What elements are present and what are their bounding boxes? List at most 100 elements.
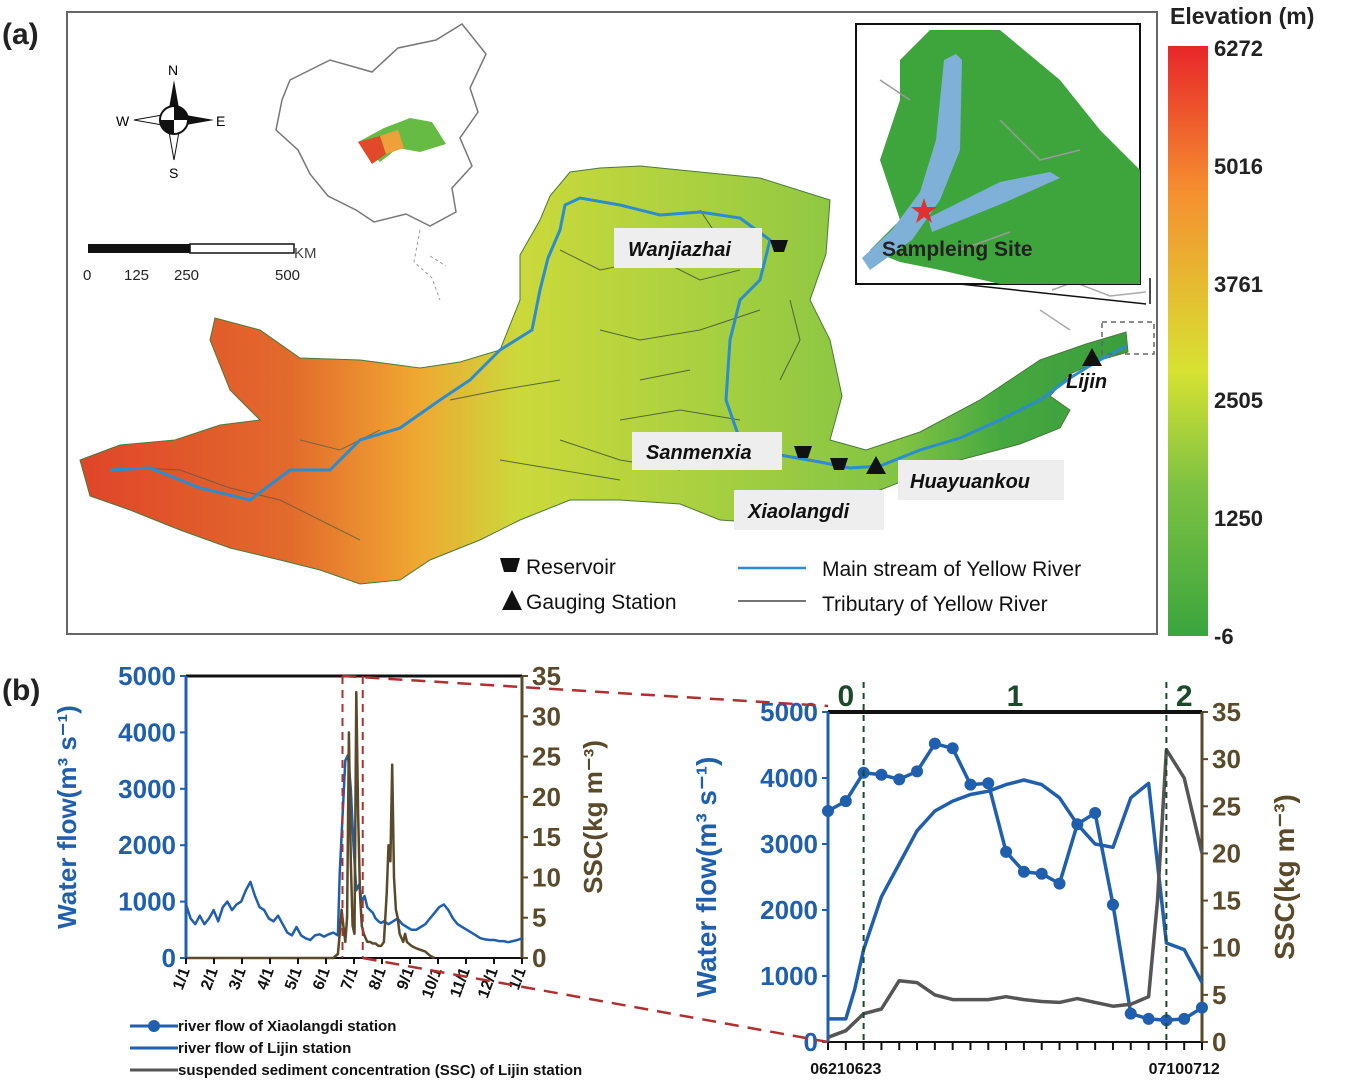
scale-tick-125: 125: [124, 267, 149, 284]
legend-xiaolangdi: river flow of Xiaolangdi station: [178, 1018, 396, 1035]
zoom-series-0-point: [1106, 898, 1119, 911]
panel-a-label: (a): [2, 18, 39, 51]
annual-x-tick-label: 1/1: [170, 965, 194, 992]
gauging-huayuankou-icon: [866, 456, 886, 474]
inset-label: Sampleing Site: [882, 238, 1033, 261]
annual-x-tick-label: 9/1: [394, 965, 418, 992]
annual-y2-tick-label: 35: [532, 661, 561, 691]
zoom-series-0-point: [964, 778, 977, 791]
zoom-y2-tick-label: 0: [1212, 1027, 1226, 1057]
zoom-y-tick-label: 1000: [760, 961, 818, 991]
annual-y2-tick-label: 30: [532, 701, 561, 731]
annual-y2-tick-label: 20: [532, 782, 561, 812]
gauging-lijin-icon: [1082, 348, 1102, 366]
legend-reservoir-icon: [500, 558, 520, 572]
annual-series-0-line: [184, 753, 523, 944]
zoom-phase-label: 2: [1176, 680, 1193, 713]
annual-y-tick-label: 2000: [118, 830, 176, 860]
legend-lijin: river flow of Lijin station: [178, 1040, 351, 1057]
colorbar-tick-neg6: -6: [1214, 624, 1234, 649]
zoom-y2-tick-label: 15: [1212, 886, 1241, 916]
zoom-series-0-point: [893, 773, 906, 786]
annual-x-tick-label: 3/1: [226, 965, 250, 992]
zoom-guide-top: [342, 674, 829, 708]
compass-s: S: [169, 165, 178, 181]
scale-unit: KM: [294, 245, 317, 262]
zoom-y2-tick-label: 30: [1212, 744, 1241, 774]
label-huayuankou: Huayuankou: [910, 471, 1030, 493]
china-outline-map: [275, 23, 487, 301]
zoom-x-tick-label: 0623: [846, 1061, 882, 1078]
zoom-series-0-point: [875, 768, 888, 781]
legend-ssc: suspended sediment concentration (SSC) o…: [178, 1062, 582, 1079]
colorbar-title: Elevation (m): [1170, 3, 1314, 29]
annual-ylabel: Water flow(m³ s⁻¹): [52, 705, 82, 929]
legend-gauging: Gauging Station: [526, 591, 677, 614]
panel-b-label: (b): [2, 674, 40, 707]
chart-zoom: 01000200030004000500005101520253035Water…: [691, 680, 1300, 1078]
zoom-series-0-point: [1000, 845, 1013, 858]
annual-y-tick-label: 3000: [118, 774, 176, 804]
label-wanjiazhai: Wanjiazhai: [628, 239, 731, 261]
annual-x-tick-label: 2/1: [198, 965, 222, 992]
map-legend: Reservoir Gauging Station Main stream of…: [500, 556, 1081, 616]
reservoir-sanmenxia-icon: [794, 446, 812, 458]
colorbar-tick-1250: 1250: [1214, 506, 1263, 531]
zoom-series-0-point: [1124, 1007, 1137, 1020]
scale-bar: KM 0 125 250 500: [83, 243, 317, 284]
zoom-guide-bottom: [362, 956, 829, 1044]
compass-w: W: [116, 113, 130, 129]
label-bg-xiaolangdi: [734, 490, 884, 530]
annual-y2-tick-label: 0: [532, 943, 546, 973]
zoom-y2-tick-label: 10: [1212, 933, 1241, 963]
zoom-series-0-point: [1196, 1001, 1208, 1014]
label-sanmenxia: Sanmenxia: [646, 442, 752, 464]
zoom-y2-tick-label: 25: [1212, 791, 1241, 821]
compass-icon: N S E W: [116, 62, 225, 181]
zoom-y-tick-label: 5000: [760, 697, 818, 727]
zoom-x-tick-label: 0712: [1184, 1061, 1220, 1078]
colorbar-tick-6272: 6272: [1214, 36, 1263, 61]
label-xiaolangdi: Xiaolangdi: [747, 501, 850, 523]
elevation-colorbar: Elevation (m) 6272 5016 3761 2505 1250 -…: [1168, 3, 1314, 649]
zoom-phase-label: 0: [837, 680, 854, 713]
zoom-y2-tick-label: 35: [1212, 697, 1241, 727]
compass-e: E: [216, 113, 225, 129]
annual-x-tick-label: 11/1: [447, 965, 473, 999]
scale-tick-0: 0: [83, 267, 91, 284]
legend-gauging-icon: [502, 590, 522, 610]
zoom-phase-label: 1: [1007, 680, 1024, 713]
colorbar-tick-2505: 2505: [1214, 388, 1263, 413]
zoom-series-0-point: [982, 777, 995, 790]
zoom-y-tick-label: 2000: [760, 895, 818, 925]
label-lijin: Lijin: [1066, 371, 1107, 393]
zoom-x-tick-label: 0621: [810, 1061, 846, 1078]
zoom-series-0-point: [1053, 877, 1066, 890]
map-frame: [66, 11, 1158, 635]
annual-x-tick-label: 8/1: [366, 965, 390, 992]
annual-y2-tick-label: 15: [532, 822, 561, 852]
compass-n: N: [168, 62, 178, 78]
zoom-series-1-line: [828, 778, 1204, 1021]
annual-y2label: SSC(kg m⁻³): [578, 740, 608, 894]
reservoir-xiaolangdi-icon: [830, 458, 848, 470]
zoom-series-0-point: [822, 805, 834, 817]
scale-tick-250: 250: [174, 267, 199, 284]
annual-x-tick-label: 4/1: [254, 965, 278, 992]
label-bg-wanjiazhai: [614, 228, 762, 268]
zoom-series-0-point: [946, 742, 959, 755]
zoom-y-tick-label: 3000: [760, 829, 818, 859]
legend-reservoir: Reservoir: [526, 556, 616, 579]
chart-legend: river flow of Xiaolangdi station river f…: [130, 1018, 582, 1079]
colorbar-gradient: [1168, 46, 1208, 636]
zoom-guides: [342, 674, 829, 1044]
zoom-y2-tick-label: 20: [1212, 838, 1241, 868]
reservoir-wanjiazhai-icon: [770, 240, 788, 252]
zoom-series-0-point: [1017, 865, 1030, 878]
colorbar-tick-5016: 5016: [1214, 154, 1263, 179]
zoom-series-2-line: [827, 747, 1204, 1039]
annual-y-tick-label: 5000: [118, 661, 176, 691]
label-bg-huayuankou: [898, 460, 1064, 500]
annual-x-tick-label: 12/1: [475, 965, 502, 1000]
zoom-y-tick-label: 4000: [760, 763, 818, 793]
